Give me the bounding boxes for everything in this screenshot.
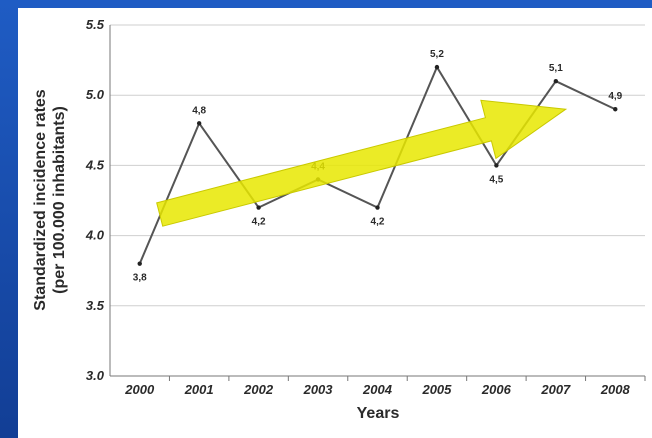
y-tick-label: 4.5 xyxy=(85,157,105,172)
data-label: 5,2 xyxy=(430,49,444,60)
y-axis-subtitle: (per 100.000 inhabitants) xyxy=(51,106,68,294)
data-label: 4,9 xyxy=(608,91,622,102)
data-label: 4,2 xyxy=(252,217,266,228)
data-point xyxy=(256,205,261,210)
x-tick-label: 2003 xyxy=(303,382,334,397)
y-tick-label: 3.0 xyxy=(86,368,105,383)
data-point xyxy=(434,64,440,70)
y-tick-label: 5.0 xyxy=(86,87,105,102)
data-point xyxy=(375,205,380,210)
data-label: 4,5 xyxy=(489,174,503,185)
x-tick-label: 2001 xyxy=(184,382,214,397)
data-point xyxy=(494,163,499,168)
y-tick-label: 3.5 xyxy=(86,298,105,313)
x-tick-label: 2002 xyxy=(243,382,274,397)
x-tick-label: 2008 xyxy=(600,382,631,397)
x-tick-label: 2005 xyxy=(421,382,452,397)
trend-arrow xyxy=(156,99,568,227)
x-axis-ticks: 2000 2001 2002 2003 2004 2005 2006 2007 2008 xyxy=(124,376,646,397)
data-point xyxy=(553,78,559,84)
data-point xyxy=(196,121,202,126)
y-axis-ticks: 3.0 3.5 4.0 4.5 5.0 5.5 xyxy=(85,17,105,383)
y-tick-label: 4.0 xyxy=(85,228,105,243)
data-point xyxy=(137,261,142,266)
x-tick-label: 2000 xyxy=(124,382,155,397)
trend-arrow-shape xyxy=(156,99,568,227)
data-label: 5,1 xyxy=(549,63,563,74)
y-tick-label: 5.5 xyxy=(86,17,105,32)
axes xyxy=(109,25,645,377)
data-label: 3,8 xyxy=(133,273,147,284)
data-label: 4,2 xyxy=(371,217,385,228)
x-axis-title: Years xyxy=(357,405,400,422)
x-tick-label: 2004 xyxy=(362,382,393,397)
data-point xyxy=(613,107,618,112)
x-tick-label: 2007 xyxy=(540,382,571,397)
data-label: 4,8 xyxy=(192,105,206,116)
x-tick-label: 2006 xyxy=(481,382,512,397)
y-axis-title: Standardized incidence rates xyxy=(32,89,49,311)
chart-panel xyxy=(18,8,652,438)
